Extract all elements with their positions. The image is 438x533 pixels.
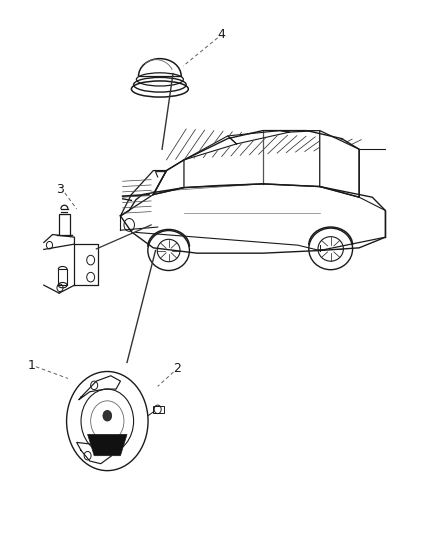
Polygon shape [184,136,237,160]
Polygon shape [44,235,74,249]
Text: 4: 4 [217,28,225,41]
Polygon shape [74,244,98,285]
Polygon shape [77,442,112,464]
FancyBboxPatch shape [59,214,70,235]
Ellipse shape [79,388,136,454]
FancyBboxPatch shape [153,406,164,413]
Polygon shape [228,131,289,144]
Circle shape [67,372,148,471]
Circle shape [91,401,124,441]
Polygon shape [88,434,127,456]
Circle shape [103,410,112,421]
Polygon shape [153,160,184,195]
Text: 1: 1 [28,359,35,372]
FancyBboxPatch shape [58,269,67,285]
Text: id: id [104,429,110,434]
Polygon shape [120,184,385,253]
Polygon shape [120,171,166,216]
Polygon shape [79,376,120,400]
Polygon shape [320,131,359,197]
Text: 2: 2 [173,362,181,375]
Text: 3: 3 [57,183,64,196]
Polygon shape [153,131,359,197]
Polygon shape [280,131,320,132]
Circle shape [81,389,134,453]
